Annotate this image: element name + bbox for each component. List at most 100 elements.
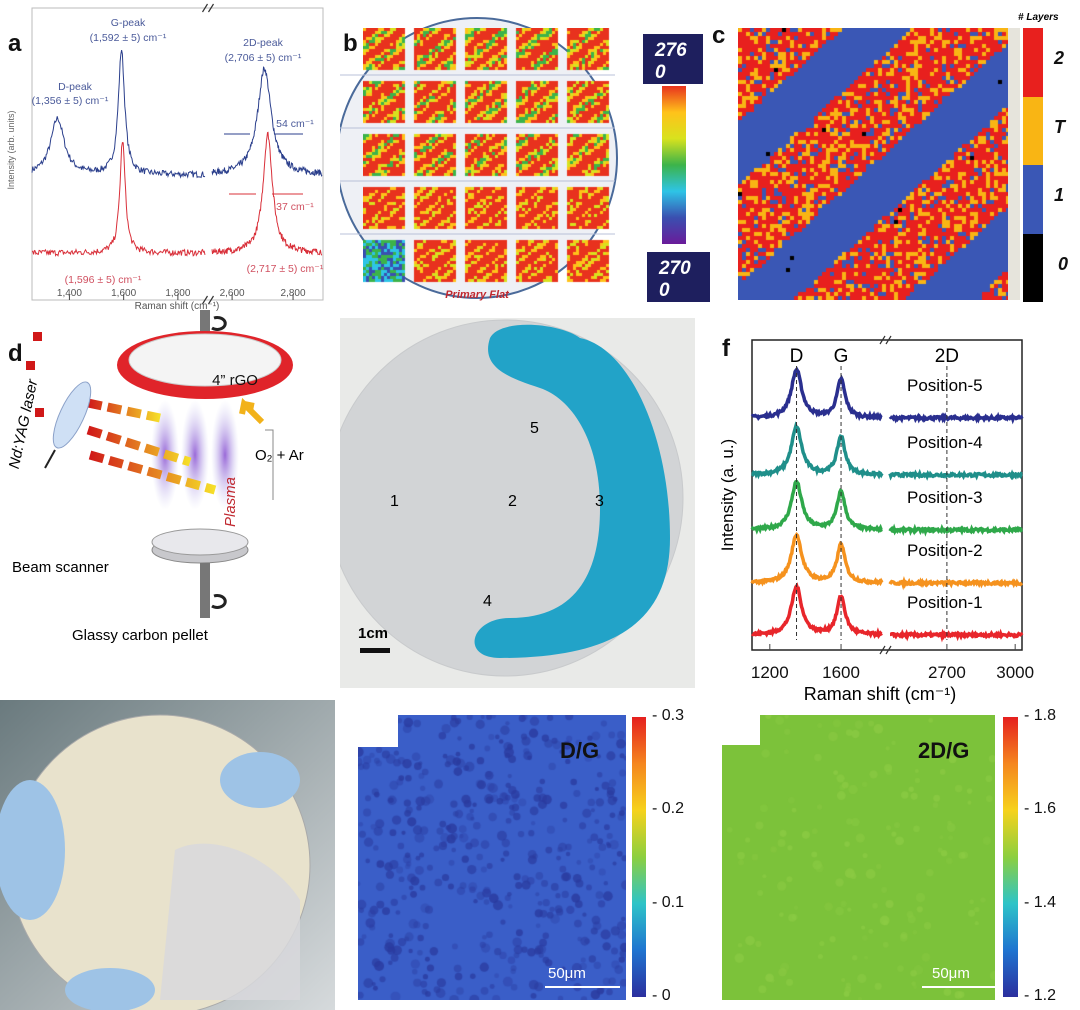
map-edge (1008, 28, 1020, 300)
x-tick-label: 1,800 (165, 288, 190, 299)
panel-label-b: b (343, 30, 358, 57)
position-1-label: 1 (390, 493, 399, 510)
plot-frame (751, 339, 1023, 651)
colorbar-segment-2 (1023, 165, 1043, 234)
rotation-arrow-bottom-icon (211, 594, 227, 609)
panel-h-colorbar (632, 717, 646, 997)
spectrum-position-3-segment-0 (750, 479, 883, 535)
g-peak-name: G-peak (111, 17, 146, 29)
panel-label-d: d (8, 340, 23, 367)
glove-top-right (220, 752, 300, 808)
rotation-arrow-icon (211, 316, 227, 331)
gas-label: O₂ + Ar (255, 447, 304, 464)
colorbar-tick-label: - 1.8 (1024, 707, 1057, 724)
beam-scanner-label: Beam scanner (12, 559, 109, 576)
beam-scanner-mirror (52, 381, 92, 449)
bottom-shaft (200, 563, 210, 618)
panel-d-schematic: 4” rGO Nd:YAG laser O₂ + Ar Plasma Beam … (6, 310, 304, 644)
x-tick-label: 1200 (751, 663, 789, 682)
layer-category-label: T (1054, 116, 1065, 137)
layer-category-label: 2 (1054, 48, 1065, 68)
scale-bar-label: 1cm (358, 625, 388, 642)
spectrum-position-5-segment-1 (888, 411, 1024, 425)
peak-label-2d: 2D (935, 346, 959, 367)
peak-label-d: D (790, 346, 804, 367)
panel-a-chart: 1,400 1,600 1,800 2,600 2,800 Intensity (arb… (6, 3, 324, 312)
y-axis-label: Intensity (a. u.) (718, 439, 737, 551)
spectrum-position-2-segment-1 (888, 575, 1024, 591)
gas-inlet-arrow-icon (239, 397, 265, 425)
spectrum-position-1-segment-0 (750, 582, 883, 640)
panel-label-f: f (722, 335, 730, 362)
panel-g-photo (0, 700, 335, 1010)
h-scale-bar-label: 50μm (548, 965, 586, 982)
spectrum-position-5-segment-0 (750, 366, 883, 422)
h-scale-bar (545, 986, 620, 988)
x-tick-label: 2700 (928, 663, 966, 682)
spectrum-position-4-segment-0 (750, 421, 884, 480)
spectrum-series-1-segment-0 (32, 141, 206, 258)
fwhm-blue-label: 54 cm⁻¹ (276, 118, 314, 130)
panel-c-colorbar (1023, 28, 1043, 302)
2d-peak-name: 2D-peak (243, 37, 283, 49)
reflection-person (160, 843, 300, 1000)
rgo-label: 4” rGO (212, 372, 258, 389)
spectrum-position-3-segment-1 (888, 523, 1024, 537)
position-5-label: 5 (530, 420, 539, 437)
panel-b-raman-maps (363, 28, 613, 293)
series-label: Position-1 (907, 593, 983, 612)
2dg-map-label: 2D/G (918, 738, 970, 763)
x-axis-label: Raman shift (cm⁻¹) (135, 301, 220, 312)
i-scale-bar (922, 986, 997, 988)
scale-bar (360, 648, 390, 653)
panel-h-colorbar-ticks: - 0.3 - 0.2 - 0.1 - 0 (648, 707, 688, 1004)
colorbar-tick-label: - 1.4 (1024, 893, 1057, 911)
layer-category-label: 1 (1054, 185, 1065, 205)
pellet-label: Glassy carbon pellet (72, 627, 209, 644)
panel-f-chart: Position-5 Position-4 Position-3 Position-2… (718, 335, 1034, 704)
spectrum-series-1-segment-1 (211, 131, 323, 256)
series-label: Position-3 (907, 488, 983, 507)
spectrum-position-1-segment-1 (889, 628, 1024, 643)
x-tick-label: 2,600 (220, 288, 245, 299)
layer-category-label: 0 (1058, 253, 1069, 274)
colorbar-tick-label: - 1.6 (1024, 800, 1057, 818)
x-tick-label: 2,800 (281, 288, 306, 299)
position-3-label: 3 (595, 493, 604, 510)
panel-i-colorbar-ticks: - 1.8 - 1.6 - 1.4 - 1.2 (1020, 707, 1065, 1004)
position-2-label: 2 (508, 493, 517, 510)
gloved-hand (474, 324, 670, 658)
colorbar-segment-0 (1023, 28, 1043, 97)
colorbar-segment-3 (1023, 233, 1043, 302)
position-4-label: 4 (483, 593, 492, 610)
panel-e-photo: 5 1 2 3 4 1cm (340, 318, 695, 688)
colorbar-max-label: 276 0 (643, 34, 703, 84)
fwhm-red-label: 37 cm⁻¹ (276, 201, 314, 213)
colorbar-segment-1 (1023, 96, 1043, 165)
panel-label-c: c (712, 22, 726, 49)
x-tick-label: 1,400 (57, 288, 82, 299)
layers-legend-title: # Layers (1018, 12, 1059, 23)
axis-break-icon (879, 335, 892, 345)
panel-h-dg-map (358, 715, 626, 1000)
glove-left (0, 780, 65, 920)
y-axis-label: Intensity (arb. units) (6, 110, 16, 189)
panel-b-colorbar (662, 86, 686, 244)
d-peak-name: D-peak (58, 81, 93, 93)
x-axis-label: Raman shift (cm⁻¹) (804, 684, 957, 704)
colorbar-tick-label: - 0 (652, 987, 671, 1004)
d-peak-value: (1,356 ± 5) cm⁻¹ (32, 95, 109, 107)
panel-c-layer-map (738, 28, 1008, 300)
spectrum-series-0-segment-0 (31, 49, 206, 179)
glove-bottom (65, 968, 155, 1010)
panel-label-a: a (8, 30, 22, 57)
colorbar-tick-label: - 1.2 (1024, 987, 1057, 1004)
top-shaft (200, 310, 210, 332)
x-tick-label: 1600 (822, 663, 860, 682)
colorbar-tick-label: - 0.2 (652, 800, 685, 818)
panel-i-2dg-map (722, 715, 995, 1000)
g-peak-value: (1,592 ± 5) cm⁻¹ (90, 32, 167, 44)
series-label: Position-2 (907, 541, 983, 560)
axis-break-icon (879, 645, 892, 655)
